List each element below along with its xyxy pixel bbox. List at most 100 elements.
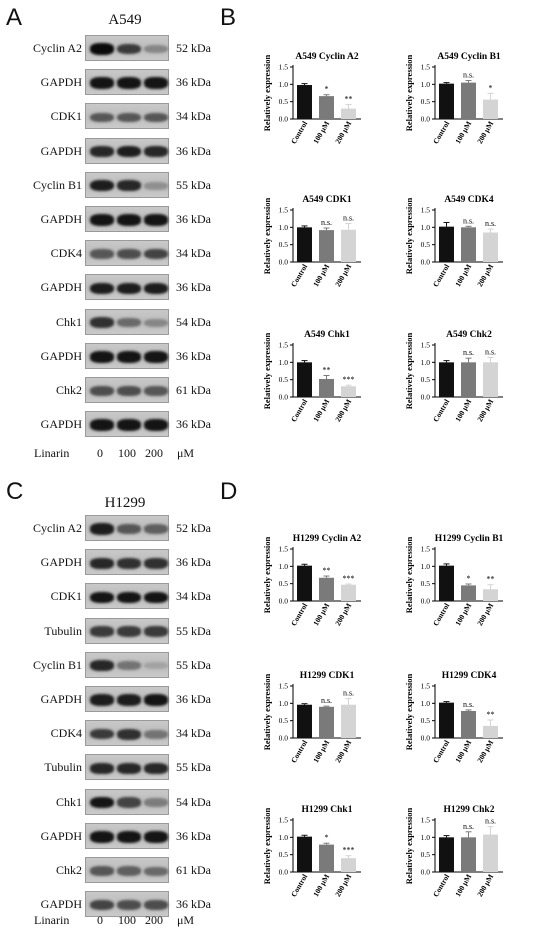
significance-label: n.s. (463, 700, 474, 709)
x-category-label: Control (431, 873, 451, 899)
blot-strip (85, 686, 169, 712)
blot-protein-label: GAPDH (40, 828, 82, 843)
blot-strip (85, 377, 169, 403)
y-axis-label: Relatively expression (404, 807, 414, 884)
chart-title: A549 Cyclin B1 (437, 52, 501, 62)
chart-title: H1299 Cyclin A2 (293, 534, 362, 544)
y-tick-label: 0.5 (279, 716, 289, 725)
blot-band (117, 145, 141, 158)
blot-strip (85, 549, 169, 576)
y-tick-label: 0.0 (279, 868, 289, 877)
y-tick-label: 1.5 (421, 682, 431, 691)
y-tick-label: 0.5 (279, 579, 289, 588)
blot-protein-label: Tubulin (44, 760, 82, 775)
y-tick-label: 1.5 (279, 816, 289, 825)
significance-label: n.s. (485, 347, 496, 356)
y-tick-label: 1.0 (279, 699, 289, 708)
significance-label: * (325, 833, 329, 842)
blot-band (117, 728, 141, 740)
x-category-label: 100 μM (453, 873, 473, 899)
chart-title: H1299 Cyclin B1 (435, 534, 504, 544)
bar (439, 83, 454, 119)
x-category-label: Control (431, 739, 451, 765)
x-category-label: 100 μM (453, 120, 473, 146)
significance-label: n.s. (463, 822, 474, 831)
y-tick-label: 0.0 (279, 115, 289, 124)
blot-band (117, 214, 141, 226)
y-tick-label: 0.5 (279, 375, 289, 384)
western-blot-a549: A549 Cyclin A2 52 kDa GAPDH 36 kDa CDK1 34 kDa… (0, 0, 215, 478)
significance-label: n.s. (463, 216, 474, 225)
y-tick-label: 0.5 (421, 850, 431, 859)
blot-kda-label: 34 kDa (176, 726, 211, 741)
blot-band (117, 386, 141, 396)
blot-strip (85, 651, 169, 678)
blot-band (144, 181, 168, 190)
chart-title: A549 Chk1 (304, 330, 350, 340)
x-category-label: Control (289, 120, 309, 146)
chart-title: H1299 Chk1 (302, 805, 353, 815)
blot-band (90, 43, 114, 55)
chart-title: H1299 CDK1 (300, 671, 355, 681)
chart-title: A549 CDK1 (302, 195, 352, 205)
blot-band (90, 214, 114, 226)
bar (483, 362, 498, 397)
dose-label: 100 (118, 913, 136, 927)
blot-protein-label: Cyclin A2 (32, 41, 82, 55)
y-axis-label: Relatively expression (404, 673, 414, 750)
y-axis-label: Relatively expression (404, 332, 414, 409)
blot-protein-label: GAPDH (40, 417, 82, 432)
y-tick-label: 0.5 (279, 240, 289, 249)
x-category-label: 200 μM (475, 739, 495, 765)
significance-label: ** (345, 94, 353, 103)
blot-band (90, 694, 114, 706)
x-category-label: 100 μM (453, 398, 473, 424)
blot-band (90, 626, 114, 637)
blot-strip (85, 137, 169, 164)
blot-protein-label: CDK1 (50, 109, 82, 124)
y-axis-label: Relatively expression (262, 536, 272, 613)
blot-band (90, 317, 114, 328)
blot-band (144, 214, 168, 226)
bar (319, 378, 334, 397)
bar (439, 565, 454, 601)
blot-band (90, 830, 114, 843)
blot-band (90, 557, 114, 569)
y-tick-label: 1.5 (421, 341, 431, 350)
y-tick-label: 1.5 (279, 63, 289, 72)
blot-band (117, 626, 141, 637)
bar (461, 227, 476, 262)
blot-band (117, 557, 141, 569)
blot-band (117, 350, 141, 363)
y-tick-label: 1.5 (279, 545, 289, 554)
blot-band (117, 43, 141, 55)
blot-band (90, 796, 114, 809)
blot-band (144, 77, 168, 90)
blot-strip (85, 891, 169, 918)
blot-strip (85, 411, 169, 438)
blot-strip (85, 171, 169, 198)
x-category-label: 200 μM (475, 602, 495, 628)
blot-band (144, 866, 168, 876)
bar (341, 704, 356, 738)
blot-band (90, 386, 114, 396)
blot-protein-label: CDK4 (50, 246, 82, 261)
bar (439, 702, 454, 738)
blot-protein-label: GAPDH (40, 75, 82, 90)
blot-band (144, 318, 168, 327)
blot-protein-label: Chk1 (55, 794, 82, 809)
bar (297, 704, 312, 738)
blot-band (144, 282, 168, 295)
blot-band (117, 112, 141, 123)
blot-kda-label: 55 kDa (176, 623, 211, 638)
x-category-label: 200 μM (475, 398, 495, 424)
blot-protein-label: GAPDH (40, 555, 82, 570)
blot-kda-label: 36 kDa (176, 75, 211, 90)
blot-protein-label: GAPDH (40, 897, 82, 912)
blot-band (144, 146, 168, 158)
y-tick-label: 1.5 (279, 682, 289, 691)
western-blot-h1299: H1299 Cyclin A2 52 kDa GAPDH 36 kDa CDK1 34 kD… (0, 474, 215, 943)
blot-strip (85, 69, 169, 96)
x-category-label: 100 μM (453, 602, 473, 628)
